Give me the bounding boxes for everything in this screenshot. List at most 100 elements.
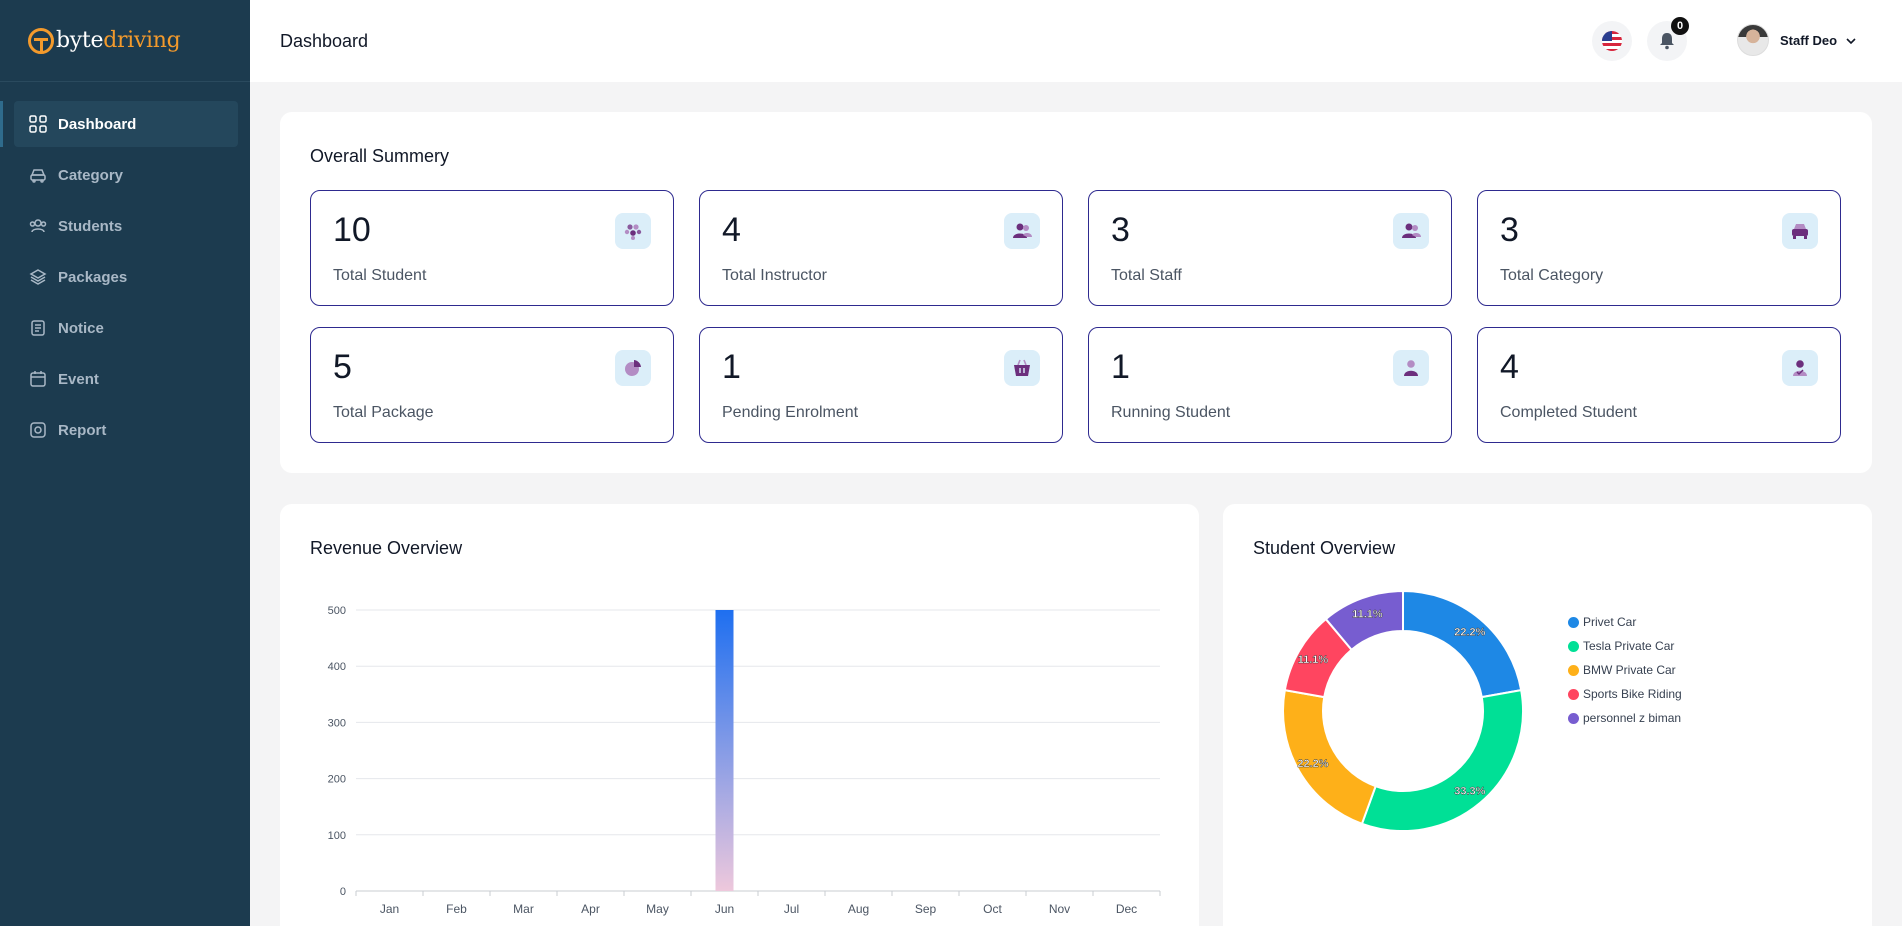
legend-swatch: [1568, 616, 1579, 628]
stat-label: Total Instructor: [722, 267, 827, 284]
legend-swatch: [1568, 688, 1579, 700]
y-tick-label: 300: [328, 717, 346, 729]
stat-card-pending-enrolment[interactable]: 1 Pending Enrolment: [699, 327, 1063, 443]
person-icon: [1393, 350, 1429, 386]
stat-label: Pending Enrolment: [722, 404, 859, 421]
car-front-icon: [1782, 213, 1818, 249]
donut-slice[interactable]: [1360, 689, 1524, 832]
stat-label: Total Package: [333, 404, 434, 421]
us-flag-icon: [1602, 31, 1622, 51]
donut-slice[interactable]: [1402, 589, 1523, 699]
legend-swatch: [1568, 664, 1579, 676]
x-tick-label: Aug: [848, 902, 869, 916]
stat-value: 4: [1500, 348, 1519, 386]
page-title: Dashboard: [280, 31, 369, 51]
steering-wheel-icon: [28, 27, 54, 54]
y-tick-label: 100: [328, 830, 346, 842]
y-tick-label: 0: [340, 886, 346, 898]
x-tick-label: Dec: [1116, 902, 1137, 916]
x-tick-label: Feb: [446, 902, 467, 916]
stat-label: Total Category: [1500, 267, 1604, 284]
x-tick-label: Apr: [581, 902, 600, 916]
donut-slice[interactable]: [1324, 589, 1404, 652]
sidebar-item-label: Notice: [58, 319, 104, 337]
instructor-icon: [1004, 213, 1040, 249]
notifications-button[interactable]: 0: [1647, 17, 1689, 61]
dashboard-grid-icon: [28, 114, 48, 134]
language-button[interactable]: [1592, 21, 1632, 61]
legend-label: Sports Bike Riding: [1583, 687, 1682, 701]
legend-swatch: [1568, 712, 1579, 724]
summary-title: Overall Summery: [310, 146, 450, 166]
stat-label: Total Student: [333, 267, 427, 284]
sidebar-item-students[interactable]: Students: [14, 203, 238, 249]
donut-slice[interactable]: [1282, 689, 1377, 826]
sidebar-item-label: Students: [58, 217, 123, 235]
sidebar-item-packages[interactable]: Packages: [14, 254, 238, 300]
slice-value-label: 33.3%: [1454, 786, 1485, 798]
stat-card-completed-student[interactable]: 4 Completed Student: [1477, 327, 1841, 443]
brand-name-byte: byte: [56, 28, 104, 53]
document-icon: [28, 318, 48, 338]
student-overview-title: Student Overview: [1253, 538, 1396, 558]
overall-summary-panel: Overall Summery 10 Total Student 4 Total…: [280, 112, 1872, 473]
x-tick-label: May: [646, 902, 669, 916]
avatar[interactable]: [1737, 24, 1769, 56]
sidebar-item-report[interactable]: Report: [14, 407, 238, 453]
stat-card-running-student[interactable]: 1 Running Student: [1088, 327, 1452, 443]
chevron-down-icon[interactable]: [1845, 35, 1857, 47]
top-header: Dashboard 0 Staff Deo: [250, 0, 1902, 82]
legend-item[interactable]: BMW Private Car: [1568, 658, 1682, 682]
user-name[interactable]: Staff Deo: [1780, 33, 1838, 48]
layers-icon: [28, 267, 48, 287]
stat-card-total-category[interactable]: 3 Total Category: [1477, 190, 1841, 306]
legend-item[interactable]: personnel z biman: [1568, 706, 1682, 730]
sidebar-item-category[interactable]: Category: [14, 152, 238, 198]
brand-name-driving: driving: [103, 28, 181, 53]
donut-legend: Privet Car Tesla Private Car BMW Private…: [1568, 610, 1682, 730]
staff-icon: [1393, 213, 1429, 249]
stat-value: 1: [1111, 348, 1130, 386]
legend-label: personnel z biman: [1583, 711, 1682, 725]
calendar-icon: [28, 369, 48, 389]
legend-item[interactable]: Tesla Private Car: [1568, 634, 1682, 658]
person-check-icon: [1782, 350, 1818, 386]
stat-card-total-student[interactable]: 10 Total Student: [310, 190, 674, 306]
stat-label: Running Student: [1111, 404, 1231, 421]
stat-value: 3: [1111, 211, 1130, 249]
sidebar-item-notice[interactable]: Notice: [14, 305, 238, 351]
x-tick-label: Jul: [784, 902, 799, 916]
sidebar-item-label: Dashboard: [58, 115, 137, 133]
x-tick-label: Mar: [513, 902, 534, 916]
student-donut-chart: 22.2% 33.3% 22.2% 11.1% 11.1%: [1282, 589, 1524, 832]
stat-card-total-package[interactable]: 5 Total Package: [310, 327, 674, 443]
brand-logo[interactable]: bytedriving: [0, 0, 250, 82]
slice-value-label: 11.1%: [1352, 608, 1383, 620]
notification-count-badge: 0: [1671, 17, 1689, 35]
slice-value-label: 11.1%: [1298, 654, 1329, 666]
basket-icon: [1004, 350, 1040, 386]
legend-label: Privet Car: [1583, 615, 1637, 629]
legend-item[interactable]: Sports Bike Riding: [1568, 682, 1682, 706]
sidebar-item-event[interactable]: Event: [14, 356, 238, 402]
legend-label: BMW Private Car: [1583, 663, 1676, 677]
users-icon: [28, 216, 48, 236]
sidebar: bytedriving Dashboard Category Students: [0, 0, 250, 926]
stat-value: 5: [333, 348, 352, 386]
slice-value-label: 22.2%: [1297, 758, 1328, 770]
stat-label: Total Staff: [1111, 267, 1182, 284]
sidebar-item-label: Event: [58, 370, 99, 388]
legend-item[interactable]: Privet Car: [1568, 610, 1682, 634]
sidebar-item-label: Packages: [58, 268, 128, 286]
report-icon: [28, 420, 48, 440]
sidebar-item-dashboard[interactable]: Dashboard: [0, 101, 238, 147]
stat-card-total-staff[interactable]: 3 Total Staff: [1088, 190, 1452, 306]
slice-value-label: 22.2%: [1454, 626, 1485, 638]
y-tick-label: 400: [328, 661, 346, 673]
revenue-bar-chart: 0 100 200 300 400 500 Jan Feb Mar Apr May Jun Jul Aug…: [328, 605, 1161, 916]
student-overview-panel: Student Overview: [1223, 504, 1872, 926]
bar-jun[interactable]: [715, 610, 734, 891]
stat-card-total-instructor[interactable]: 4 Total Instructor: [699, 190, 1063, 306]
x-tick-label: Nov: [1049, 902, 1070, 916]
stat-value: 1: [722, 348, 741, 386]
